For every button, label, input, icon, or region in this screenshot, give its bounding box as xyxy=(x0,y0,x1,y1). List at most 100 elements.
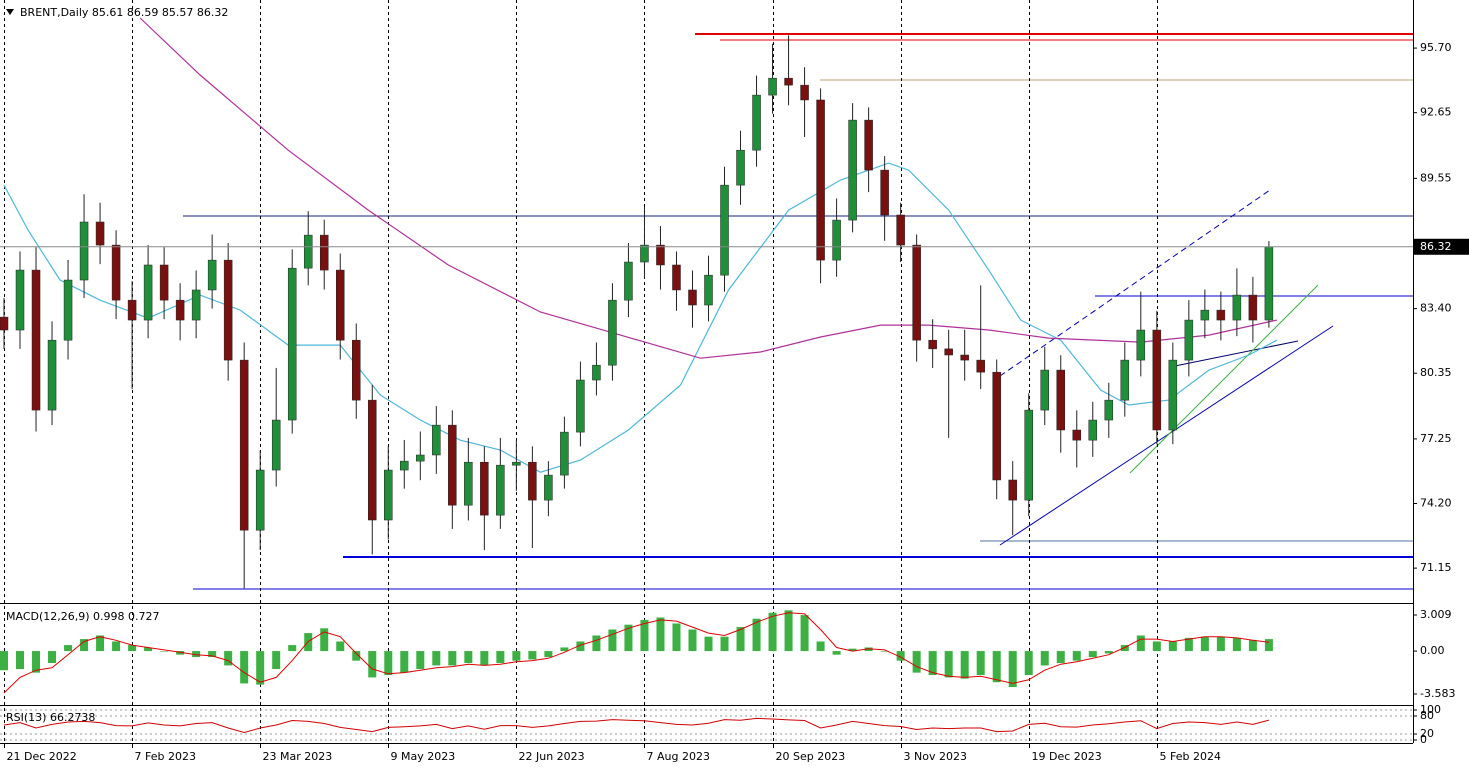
macd-bar xyxy=(0,651,9,671)
candle-body xyxy=(143,264,153,321)
y-tick-label: 3.009 xyxy=(1420,608,1452,621)
y-tick-label: 83.40 xyxy=(1420,302,1452,315)
candle-body xyxy=(95,221,105,246)
trendline xyxy=(999,325,1334,546)
candle-body xyxy=(976,359,985,373)
candle-body xyxy=(560,431,569,476)
macd-bar xyxy=(576,641,585,652)
macd-bar xyxy=(752,618,761,652)
macd-bar xyxy=(768,612,777,652)
macd-bar xyxy=(192,651,201,658)
macd-bar xyxy=(640,619,649,652)
candle-body xyxy=(704,274,713,306)
x-tick-label: 5 Feb 2024 xyxy=(1160,750,1221,763)
macd-bar xyxy=(32,651,41,673)
candle-body xyxy=(816,99,825,261)
menu-triangle[interactable] xyxy=(6,9,14,15)
candle-body xyxy=(1184,319,1194,361)
macd-bar xyxy=(608,629,617,652)
rsi-line xyxy=(3,717,1270,734)
y-tick-label: 20 xyxy=(1420,727,1434,740)
x-tick-label: 21 Dec 2022 xyxy=(7,750,77,763)
candle-body xyxy=(512,461,521,466)
candle-body xyxy=(1232,294,1242,321)
candle-body xyxy=(368,399,377,521)
last-price-box xyxy=(1414,238,1469,255)
macd-bar xyxy=(1008,651,1017,688)
macd-bar xyxy=(560,647,569,652)
macd-bar xyxy=(1168,641,1177,652)
macd-bar xyxy=(864,647,873,652)
macd-bar xyxy=(448,651,457,666)
candle-body xyxy=(175,299,185,321)
candle-body xyxy=(207,259,217,291)
macd-bar xyxy=(432,651,441,666)
moving-average xyxy=(139,17,1278,359)
candle-body xyxy=(640,244,649,263)
macd-bar xyxy=(336,641,345,652)
macd-bar xyxy=(944,651,953,678)
candle-body xyxy=(608,299,617,366)
macd-bar xyxy=(256,651,265,685)
macd-bar xyxy=(288,645,297,652)
candle-body xyxy=(79,221,89,281)
macd-bar xyxy=(720,636,729,652)
candle-body xyxy=(384,469,393,521)
candle-body xyxy=(896,214,905,246)
y-tick-label: 80.35 xyxy=(1420,366,1452,379)
y-tick-label: 80 xyxy=(1420,709,1434,722)
candle-body xyxy=(111,244,121,301)
chart-header: BRENT,Daily 85.61 86.59 85.57 86.32 xyxy=(20,6,228,19)
y-tick-label: 77.25 xyxy=(1420,432,1452,445)
macd-bar xyxy=(528,651,537,660)
macd-bar xyxy=(1200,636,1209,652)
candle-body xyxy=(1168,359,1178,431)
moving-average xyxy=(3,162,1278,473)
macd-bar xyxy=(1056,651,1065,664)
y-tick-label: 74.20 xyxy=(1420,497,1452,510)
candle-body xyxy=(832,219,841,261)
channel-line xyxy=(999,189,1271,377)
macd-bar xyxy=(704,636,713,652)
candle-body xyxy=(464,461,473,506)
candle-body xyxy=(736,149,745,186)
macd-bar xyxy=(48,651,57,664)
macd-bar xyxy=(352,651,361,661)
macd-bar xyxy=(1248,640,1257,652)
y-tick-label: 0.00 xyxy=(1420,644,1445,657)
candle-body xyxy=(239,359,249,531)
macd-bar xyxy=(880,651,889,652)
macd-bar xyxy=(592,635,601,652)
macd-bar xyxy=(128,645,137,652)
macd-bar xyxy=(816,641,825,652)
candle-body xyxy=(1056,369,1066,431)
macd-bar xyxy=(544,651,553,658)
candle-body xyxy=(688,289,697,306)
candle-body xyxy=(992,371,1001,481)
y-tick-label: 0 xyxy=(1420,733,1427,746)
candle-body xyxy=(47,339,57,411)
candle-body xyxy=(656,244,665,266)
macd-bar xyxy=(896,651,905,661)
candle-body xyxy=(672,264,681,291)
macd-bar xyxy=(1152,641,1161,652)
candle-body xyxy=(448,424,457,506)
candle-body xyxy=(1248,294,1258,321)
candle-body xyxy=(752,94,761,151)
candle-body xyxy=(1136,329,1146,361)
macd-bar xyxy=(320,628,329,652)
candle-body xyxy=(303,234,313,269)
macd-bar xyxy=(272,651,281,670)
macd-bar xyxy=(656,617,665,652)
macd-bar xyxy=(672,623,681,652)
macd-bar xyxy=(80,639,89,652)
macd-bar xyxy=(800,615,809,652)
macd-bar xyxy=(960,651,969,679)
macd-bar xyxy=(1232,637,1241,652)
x-tick-label: 23 Mar 2023 xyxy=(263,750,333,763)
candle-body xyxy=(496,464,505,516)
macd-bar xyxy=(64,645,73,652)
macd-bar xyxy=(176,651,185,655)
macd-bar xyxy=(1072,651,1081,661)
